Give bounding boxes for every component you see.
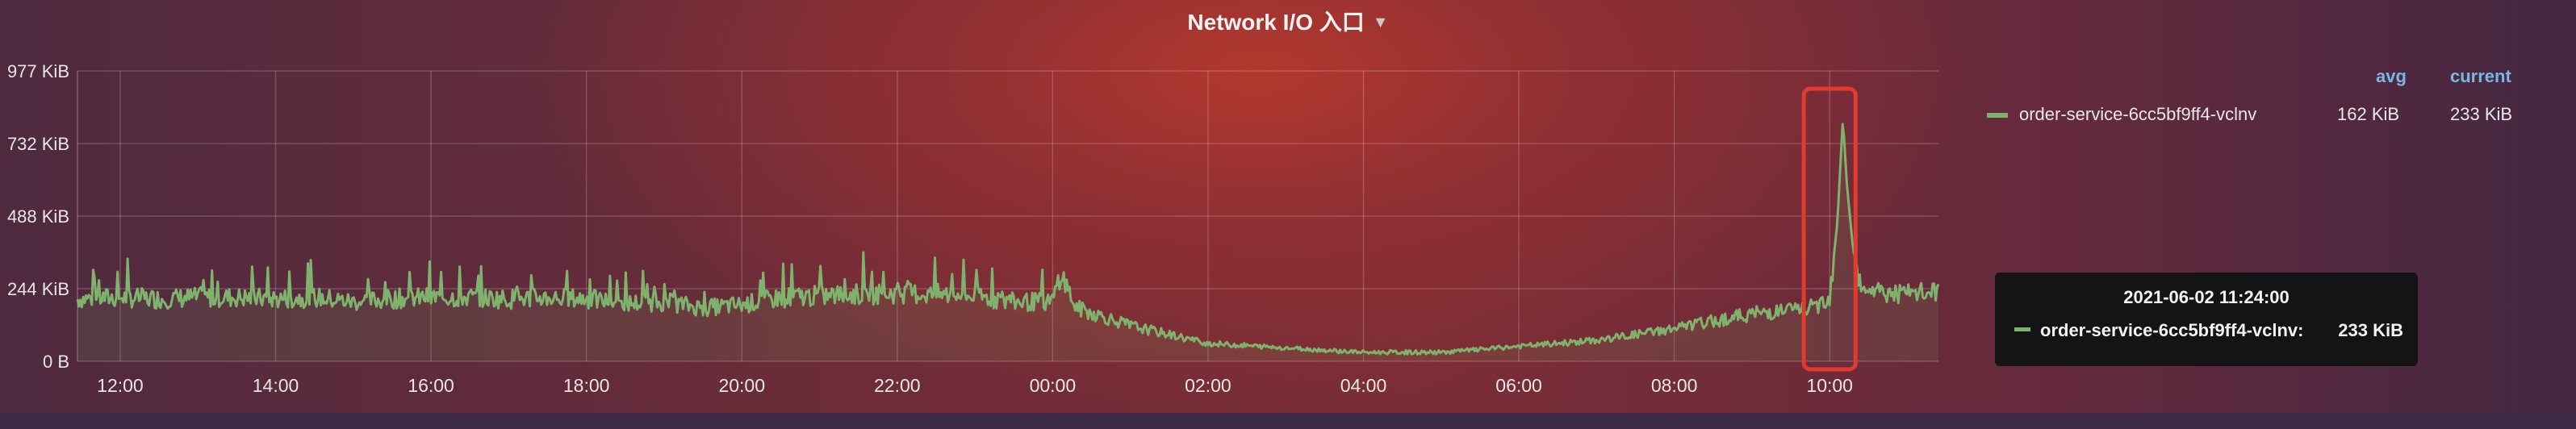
y-axis: 977 KiB 732 KiB 488 KiB 244 KiB 0 B [7,61,69,372]
x-tick-label: 18:00 [563,375,610,396]
x-tick-label: 10:00 [1806,375,1853,396]
y-tick-label: 732 KiB [7,134,69,154]
panel-bottom-strip [0,413,2576,429]
tooltip-series-swatch [2014,327,2030,331]
series-line [76,123,1940,356]
x-axis: 12:00 14:00 16:00 18:00 20:00 22:00 00:00 02:00… [97,375,1853,396]
legend-series-current: 233 KiB [2450,104,2513,124]
y-tick-label: 244 KiB [7,279,69,299]
legend-item[interactable]: order-service-6cc5bf9ff4-vclnv 162 KiB 2… [1969,104,2534,128]
y-tick-label: 977 KiB [7,61,69,81]
x-tick-label: 02:00 [1185,375,1232,396]
y-tick-label: 488 KiB [7,206,69,227]
legend-header-avg[interactable]: avg [2376,66,2407,86]
x-tick-label: 20:00 [718,375,765,396]
caret-down-icon[interactable]: ▼ [1372,14,1389,31]
highlight-box [1801,86,1858,372]
hover-tooltip: 2021-06-02 11:24:00 order-service-6cc5bf… [1995,273,2418,366]
x-tick-label: 14:00 [253,375,299,396]
x-tick-label: 04:00 [1340,375,1387,396]
tooltip-value: 233 KiB [2338,320,2403,340]
series-color-swatch[interactable] [1987,113,2008,118]
x-tick-label: 12:00 [97,375,144,396]
x-tick-label: 06:00 [1495,375,1542,396]
x-tick-label: 08:00 [1651,375,1698,396]
series-area [77,123,1938,361]
panel-title[interactable]: Network I/O 入口 ▼ [0,5,2576,37]
tooltip-series: order-service-6cc5bf9ff4-vclnv: [2014,320,2303,341]
y-tick-label: 0 B [43,352,69,372]
tooltip-time: 2021-06-02 11:24:00 [2123,287,2290,307]
legend-series-avg: 162 KiB [2337,104,2400,124]
grid [77,70,1938,362]
legend-series-name: order-service-6cc5bf9ff4-vclnv [2019,104,2257,124]
x-tick-label: 16:00 [408,375,454,396]
legend-header-current[interactable]: current [2450,66,2511,86]
tooltip-series-label: order-service-6cc5bf9ff4-vclnv: [2040,320,2304,340]
x-tick-label: 22:00 [874,375,921,396]
x-tick-label: 00:00 [1030,375,1077,396]
panel-title-text: Network I/O 入口 [1187,10,1365,35]
